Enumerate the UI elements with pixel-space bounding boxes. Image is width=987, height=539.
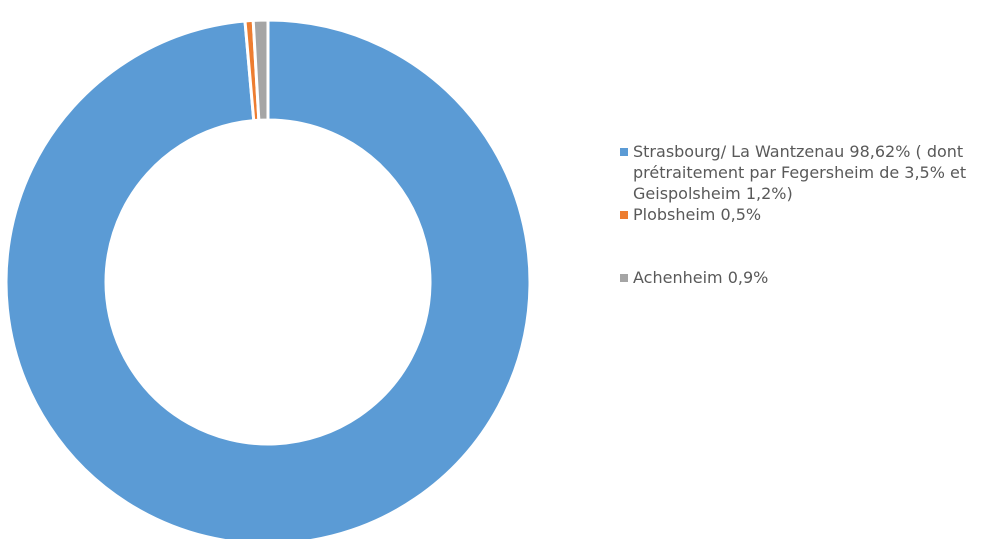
legend-item-plobsheim: Plobsheim 0,5% [620, 204, 980, 225]
legend-swatch-achenheim [620, 274, 628, 282]
chart-legend: Strasbourg/ La Wantzenau 98,62% ( dont p… [620, 141, 980, 288]
legend-label-strasbourg: Strasbourg/ La Wantzenau 98,62% ( dont p… [633, 142, 967, 203]
legend-label-achenheim: Achenheim 0,9% [633, 268, 769, 287]
legend-item-strasbourg: Strasbourg/ La Wantzenau 98,62% ( dont p… [620, 141, 980, 204]
legend-label-plobsheim: Plobsheim 0,5% [633, 205, 762, 224]
legend-swatch-strasbourg [620, 148, 628, 156]
slice-strasbourg [4, 18, 532, 539]
legend-swatch-plobsheim [620, 211, 628, 219]
slice-achenheim [251, 18, 270, 122]
legend-item-achenheim: Achenheim 0,9% [620, 267, 980, 288]
